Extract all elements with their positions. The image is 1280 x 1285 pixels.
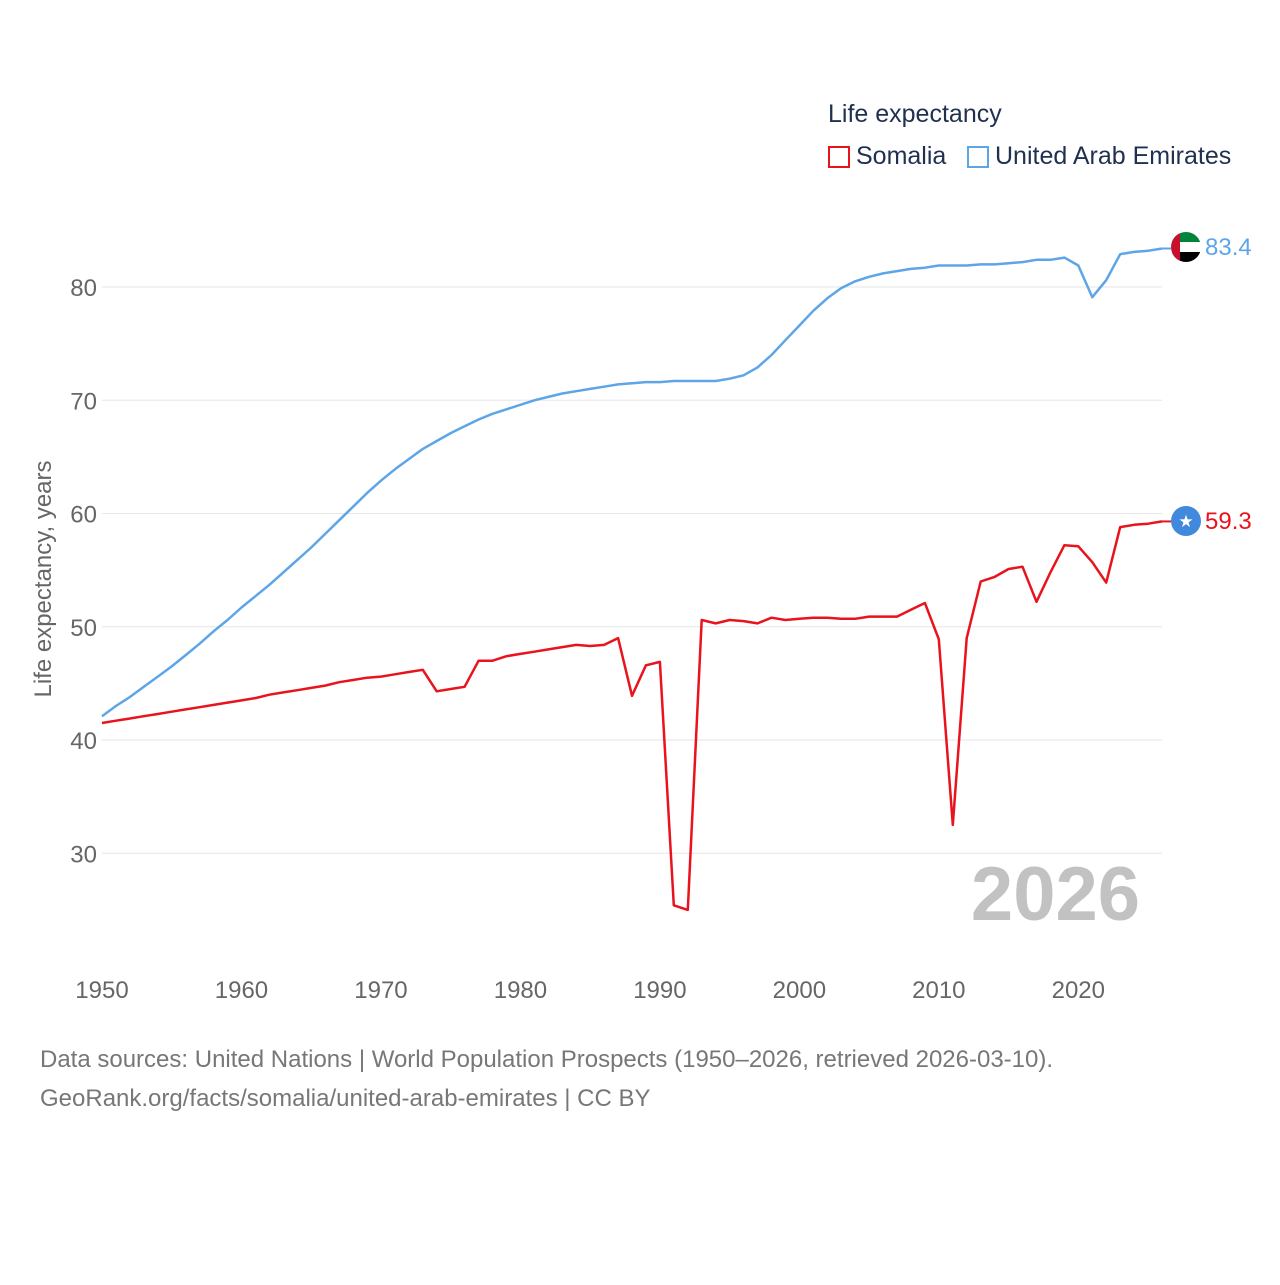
source-line-1: Data sources: United Nations | World Pop…	[40, 1046, 1054, 1073]
uae-flag-icon	[1171, 232, 1201, 262]
y-tick-label: 60	[70, 502, 97, 529]
somalia-flag-icon: ★	[1171, 506, 1201, 536]
source-line-2[interactable]: GeoRank.org/facts/somalia/united-arab-em…	[40, 1085, 651, 1112]
series-line-uae[interactable]	[101, 247, 1163, 718]
y-axis-label: Life expectancy, years	[30, 460, 57, 697]
x-tick-label: 1950	[75, 977, 128, 1004]
legend-swatch-uae	[967, 145, 989, 168]
series-lines	[101, 247, 1171, 912]
legend-title: Life expectancy	[828, 100, 1002, 128]
x-tick-label: 1970	[354, 977, 407, 1004]
y-tick-label: 70	[70, 388, 97, 415]
x-tick-label: 2000	[773, 977, 826, 1004]
legend-item-uae[interactable]: United Arab Emirates	[967, 142, 1231, 171]
svg-text:★: ★	[1178, 512, 1193, 531]
gridlines	[102, 286, 1162, 854]
y-tick-label: 80	[70, 275, 97, 302]
y-tick-label: 50	[70, 615, 97, 642]
somalia-end-value-label: 59.3	[1205, 508, 1252, 535]
x-tick-label: 1960	[215, 977, 268, 1004]
y-tick-label: 30	[70, 841, 97, 868]
y-tick-label: 40	[70, 728, 97, 755]
x-axis-ticks: 1950 1960 1970 1980 1990 2000 2010 2020	[75, 977, 1105, 1004]
year-watermark: 2026	[971, 852, 1140, 937]
y-axis-ticks: 30 40 50 60 70 80	[70, 275, 97, 868]
x-tick-label: 2020	[1052, 977, 1105, 1004]
x-tick-label: 2010	[912, 977, 965, 1004]
uae-end-value-label: 83.4	[1205, 234, 1252, 261]
legend-swatch-somalia	[828, 145, 850, 168]
legend-label-uae: United Arab Emirates	[995, 142, 1232, 170]
legend-label-somalia: Somalia	[856, 142, 947, 170]
x-tick-label: 1990	[633, 977, 686, 1004]
series-line-somalia[interactable]	[101, 520, 1163, 912]
x-tick-label: 1980	[494, 977, 547, 1004]
legend-item-somalia[interactable]: Somalia	[828, 142, 946, 171]
